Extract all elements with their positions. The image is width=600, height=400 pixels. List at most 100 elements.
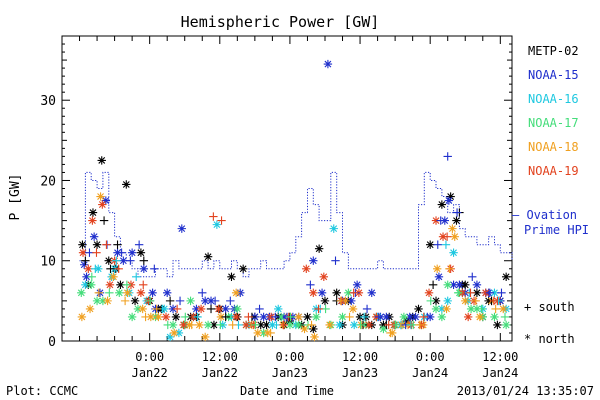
data-point-noaa-17-north: [431, 304, 441, 314]
data-point-noaa-17-south: [500, 312, 510, 322]
data-point-metp-02-south: [165, 296, 175, 306]
data-point-noaa-19-north: [364, 320, 374, 330]
data-point-noaa-15-north: [434, 272, 444, 281]
data-point-noaa-15-north: [82, 272, 91, 281]
data-point-noaa-18-north: [475, 312, 485, 322]
data-point-noaa-19-north: [319, 272, 329, 281]
data-point-noaa-19-south: [217, 216, 226, 225]
data-point-noaa-18-north: [310, 332, 319, 342]
data-point-noaa-17-south: [251, 320, 260, 330]
data-point-metp-02-north: [116, 280, 125, 290]
data-point-noaa-15-north: [259, 312, 268, 322]
data-point-noaa-17-north: [87, 280, 96, 290]
data-point-noaa-17-north: [186, 296, 195, 306]
legend-entry: METP-02: [528, 44, 579, 58]
data-point-noaa-15-south: [497, 288, 506, 298]
data-point-noaa-19-south: [419, 312, 428, 322]
data-point-noaa-17-north: [490, 312, 499, 322]
data-point-noaa-18-north: [103, 296, 112, 306]
data-point-noaa-18-north: [432, 264, 442, 273]
data-point-noaa-19-north: [463, 312, 473, 322]
data-point-noaa-19-north: [196, 304, 206, 314]
data-point-noaa-16-south: [112, 256, 121, 265]
data-point-metp-02-north: [78, 240, 87, 249]
data-point-noaa-16-south: [441, 240, 451, 249]
data-point-noaa-18-north: [294, 312, 303, 322]
data-point-noaa-16-north: [335, 320, 344, 330]
x-tick-date-label: Jan23: [342, 366, 378, 380]
x-axis: 0:00 Jan22 12:00 Jan22 0:00 Jan23 12:00 Jan23 0:…: [61, 36, 518, 380]
data-point-noaa-18-north: [442, 304, 451, 314]
data-point-noaa-19-north: [179, 320, 188, 330]
data-point-noaa-15-north: [405, 312, 414, 322]
data-point-noaa-19-north: [78, 248, 88, 257]
data-point-metp-02-north: [262, 320, 271, 330]
x-tick-time-label: 0:00: [275, 350, 304, 364]
data-point-metp-02-north: [437, 200, 447, 209]
legend-entry: NOAA-17: [528, 116, 579, 130]
footer-left: Plot: CCMC: [6, 384, 78, 398]
data-point-noaa-15-north: [101, 196, 111, 205]
data-point-metp-02-north: [171, 312, 181, 322]
data-point-noaa-18-south: [445, 264, 454, 273]
data-point-metp-02-south: [99, 216, 109, 225]
data-point-noaa-18-south: [471, 296, 480, 306]
data-point-noaa-17-south: [454, 288, 463, 298]
data-point-noaa-17-south: [426, 296, 435, 306]
data-point-metp-02-north: [472, 288, 482, 298]
data-point-noaa-17-north: [437, 312, 447, 322]
data-point-noaa-15-south: [452, 208, 462, 217]
data-point-noaa-18-north: [200, 332, 210, 342]
data-point-noaa-15-north: [200, 296, 210, 306]
data-point-noaa-19-south: [92, 248, 101, 257]
data-point-noaa-16-north: [490, 288, 499, 298]
data-point-noaa-17-north: [285, 320, 295, 330]
data-point-noaa-17-south: [87, 272, 97, 281]
data-point-metp-02-north: [314, 244, 324, 253]
data-point-metp-02-north: [320, 296, 330, 306]
data-point-metp-02-south: [113, 240, 122, 249]
data-point-noaa-19-south: [244, 312, 253, 322]
data-point-noaa-15-north: [127, 248, 137, 257]
data-point-noaa-18-north: [448, 224, 457, 233]
data-points: [77, 59, 511, 342]
data-point-noaa-19-south: [349, 288, 358, 298]
data-point-noaa-18-north: [325, 320, 334, 330]
data-point-noaa-18-south: [307, 320, 316, 330]
data-point-noaa-15-north: [411, 312, 420, 322]
y-axis: 0 10 20 30: [40, 35, 512, 350]
data-point-noaa-17-south: [163, 320, 172, 330]
data-point-noaa-18-north: [170, 328, 179, 338]
data-point-noaa-17-north: [127, 312, 137, 322]
data-point-noaa-18-north: [77, 312, 87, 322]
data-point-noaa-19-south: [209, 212, 218, 221]
x-tick-time-label: 12:00: [342, 350, 378, 364]
data-point-noaa-15-north: [352, 280, 362, 290]
data-point-noaa-15-north: [177, 224, 187, 233]
data-point-noaa-16-north: [165, 332, 175, 342]
data-point-noaa-15-south: [436, 216, 445, 225]
data-point-noaa-16-south: [359, 312, 369, 322]
x-tick-time-label: 12:00: [482, 350, 518, 364]
data-point-noaa-17-north: [294, 320, 303, 330]
data-point-noaa-19-north: [88, 216, 97, 225]
data-point-noaa-18-north: [138, 304, 147, 314]
legend-south: + south: [524, 300, 575, 314]
legend: METP-02 NOAA-15 NOAA-16 NOAA-17 NOAA-18 NOAA-…: [512, 44, 589, 346]
data-point-metp-02-north: [136, 248, 146, 257]
data-point-noaa-19-north: [302, 264, 311, 273]
data-point-metp-02-north: [256, 320, 265, 330]
data-point-noaa-15-south: [117, 248, 126, 257]
data-point-noaa-15-north: [221, 304, 230, 314]
data-point-noaa-18-north: [231, 288, 241, 298]
data-point-noaa-18-south: [345, 312, 354, 322]
data-point-metp-02-north: [104, 256, 113, 265]
data-point-noaa-15-north: [148, 288, 157, 298]
data-point-noaa-15-north: [309, 256, 318, 265]
x-tick-time-label: 0:00: [416, 350, 445, 364]
data-point-noaa-18-north: [348, 304, 358, 314]
x-axis-label: Date and Time: [240, 384, 334, 398]
data-point-noaa-18-south: [152, 304, 161, 314]
data-point-noaa-17-south: [356, 320, 365, 330]
